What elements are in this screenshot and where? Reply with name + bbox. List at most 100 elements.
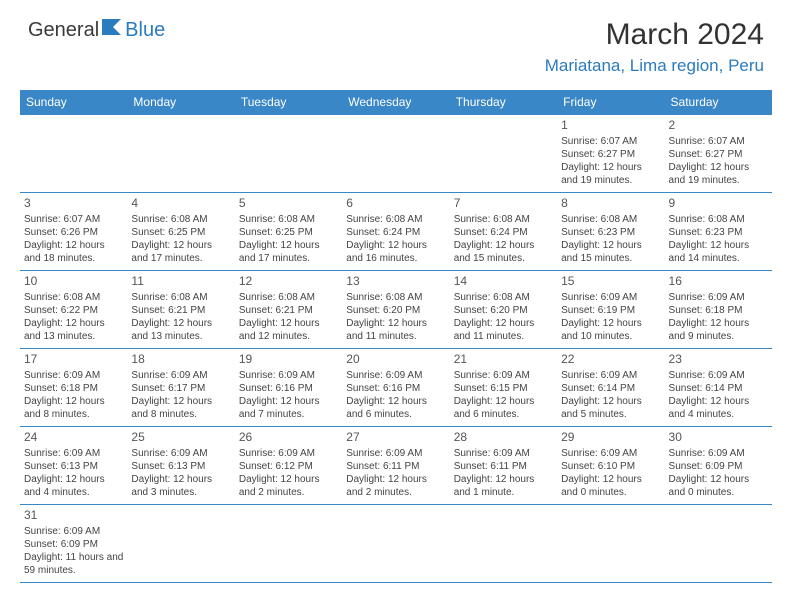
day-number: 4 [131,196,230,212]
calendar-cell: 9Sunrise: 6:08 AMSunset: 6:23 PMDaylight… [665,193,772,271]
daylight-text: Daylight: 12 hours and 7 minutes. [239,395,338,421]
day-number: 25 [131,430,230,446]
sunrise-text: Sunrise: 6:08 AM [131,213,230,226]
daylight-text: Daylight: 12 hours and 10 minutes. [561,317,660,343]
calendar-row: 24Sunrise: 6:09 AMSunset: 6:13 PMDayligh… [20,427,772,505]
daylight-text: Daylight: 12 hours and 6 minutes. [346,395,445,421]
calendar-cell [20,115,127,193]
sunrise-text: Sunrise: 6:09 AM [669,369,768,382]
sunset-text: Sunset: 6:16 PM [239,382,338,395]
sunset-text: Sunset: 6:25 PM [131,226,230,239]
day-info: Sunrise: 6:09 AMSunset: 6:09 PMDaylight:… [669,447,768,499]
day-info: Sunrise: 6:09 AMSunset: 6:15 PMDaylight:… [454,369,553,421]
day-number: 10 [24,274,123,290]
day-number: 24 [24,430,123,446]
sunset-text: Sunset: 6:20 PM [454,304,553,317]
sunrise-text: Sunrise: 6:09 AM [454,369,553,382]
day-number: 31 [24,508,123,524]
weekday-header: Monday [127,90,234,115]
day-number: 13 [346,274,445,290]
sunset-text: Sunset: 6:19 PM [561,304,660,317]
sunrise-text: Sunrise: 6:08 AM [239,291,338,304]
daylight-text: Daylight: 12 hours and 4 minutes. [24,473,123,499]
daylight-text: Daylight: 12 hours and 1 minute. [454,473,553,499]
daylight-text: Daylight: 12 hours and 0 minutes. [669,473,768,499]
daylight-text: Daylight: 12 hours and 13 minutes. [131,317,230,343]
daylight-text: Daylight: 12 hours and 4 minutes. [669,395,768,421]
weekday-header: Saturday [665,90,772,115]
calendar-cell: 2Sunrise: 6:07 AMSunset: 6:27 PMDaylight… [665,115,772,193]
sunrise-text: Sunrise: 6:08 AM [24,291,123,304]
flag-icon [101,18,123,42]
sunrise-text: Sunrise: 6:09 AM [669,291,768,304]
calendar-body: 1Sunrise: 6:07 AMSunset: 6:27 PMDaylight… [20,115,772,583]
sunrise-text: Sunrise: 6:09 AM [561,447,660,460]
daylight-text: Daylight: 12 hours and 13 minutes. [24,317,123,343]
daylight-text: Daylight: 12 hours and 6 minutes. [454,395,553,421]
daylight-text: Daylight: 12 hours and 9 minutes. [669,317,768,343]
sunrise-text: Sunrise: 6:09 AM [346,447,445,460]
day-info: Sunrise: 6:08 AMSunset: 6:21 PMDaylight:… [131,291,230,343]
day-info: Sunrise: 6:09 AMSunset: 6:14 PMDaylight:… [561,369,660,421]
day-number: 14 [454,274,553,290]
day-info: Sunrise: 6:07 AMSunset: 6:27 PMDaylight:… [561,135,660,187]
calendar-cell [127,115,234,193]
sunset-text: Sunset: 6:12 PM [239,460,338,473]
calendar-cell: 11Sunrise: 6:08 AMSunset: 6:21 PMDayligh… [127,271,234,349]
weekday-header: Sunday [20,90,127,115]
day-info: Sunrise: 6:08 AMSunset: 6:25 PMDaylight:… [239,213,338,265]
calendar-cell: 20Sunrise: 6:09 AMSunset: 6:16 PMDayligh… [342,349,449,427]
calendar-cell: 30Sunrise: 6:09 AMSunset: 6:09 PMDayligh… [665,427,772,505]
logo-text-blue: Blue [125,19,165,42]
calendar-cell [557,505,664,583]
sunrise-text: Sunrise: 6:08 AM [669,213,768,226]
day-info: Sunrise: 6:07 AMSunset: 6:27 PMDaylight:… [669,135,768,187]
daylight-text: Daylight: 11 hours and 59 minutes. [24,551,123,577]
day-number: 21 [454,352,553,368]
calendar-cell: 5Sunrise: 6:08 AMSunset: 6:25 PMDaylight… [235,193,342,271]
day-number: 23 [669,352,768,368]
calendar-cell: 15Sunrise: 6:09 AMSunset: 6:19 PMDayligh… [557,271,664,349]
daylight-text: Daylight: 12 hours and 2 minutes. [346,473,445,499]
calendar-cell: 22Sunrise: 6:09 AMSunset: 6:14 PMDayligh… [557,349,664,427]
day-number: 19 [239,352,338,368]
sunrise-text: Sunrise: 6:09 AM [239,447,338,460]
weekday-header: Wednesday [342,90,449,115]
day-info: Sunrise: 6:09 AMSunset: 6:18 PMDaylight:… [669,291,768,343]
calendar-cell: 21Sunrise: 6:09 AMSunset: 6:15 PMDayligh… [450,349,557,427]
header: General Blue March 2024 Mariatana, Lima … [0,0,792,84]
calendar-cell: 24Sunrise: 6:09 AMSunset: 6:13 PMDayligh… [20,427,127,505]
sunrise-text: Sunrise: 6:09 AM [454,447,553,460]
day-number: 27 [346,430,445,446]
sunset-text: Sunset: 6:14 PM [669,382,768,395]
day-info: Sunrise: 6:09 AMSunset: 6:18 PMDaylight:… [24,369,123,421]
calendar-cell: 27Sunrise: 6:09 AMSunset: 6:11 PMDayligh… [342,427,449,505]
sunrise-text: Sunrise: 6:09 AM [561,291,660,304]
calendar-cell: 29Sunrise: 6:09 AMSunset: 6:10 PMDayligh… [557,427,664,505]
calendar-cell: 4Sunrise: 6:08 AMSunset: 6:25 PMDaylight… [127,193,234,271]
calendar-cell [665,505,772,583]
calendar-cell: 6Sunrise: 6:08 AMSunset: 6:24 PMDaylight… [342,193,449,271]
day-info: Sunrise: 6:09 AMSunset: 6:16 PMDaylight:… [239,369,338,421]
calendar-cell: 28Sunrise: 6:09 AMSunset: 6:11 PMDayligh… [450,427,557,505]
calendar-row: 1Sunrise: 6:07 AMSunset: 6:27 PMDaylight… [20,115,772,193]
calendar-cell: 19Sunrise: 6:09 AMSunset: 6:16 PMDayligh… [235,349,342,427]
daylight-text: Daylight: 12 hours and 3 minutes. [131,473,230,499]
sunrise-text: Sunrise: 6:08 AM [454,291,553,304]
day-number: 17 [24,352,123,368]
day-info: Sunrise: 6:09 AMSunset: 6:16 PMDaylight:… [346,369,445,421]
calendar-row: 10Sunrise: 6:08 AMSunset: 6:22 PMDayligh… [20,271,772,349]
day-number: 22 [561,352,660,368]
daylight-text: Daylight: 12 hours and 11 minutes. [454,317,553,343]
day-info: Sunrise: 6:08 AMSunset: 6:24 PMDaylight:… [454,213,553,265]
sunset-text: Sunset: 6:13 PM [131,460,230,473]
daylight-text: Daylight: 12 hours and 8 minutes. [24,395,123,421]
day-info: Sunrise: 6:09 AMSunset: 6:14 PMDaylight:… [669,369,768,421]
daylight-text: Daylight: 12 hours and 19 minutes. [561,161,660,187]
sunset-text: Sunset: 6:27 PM [669,148,768,161]
day-number: 2 [669,118,768,134]
day-info: Sunrise: 6:08 AMSunset: 6:21 PMDaylight:… [239,291,338,343]
sunrise-text: Sunrise: 6:07 AM [24,213,123,226]
sunrise-text: Sunrise: 6:09 AM [561,369,660,382]
calendar-cell: 13Sunrise: 6:08 AMSunset: 6:20 PMDayligh… [342,271,449,349]
